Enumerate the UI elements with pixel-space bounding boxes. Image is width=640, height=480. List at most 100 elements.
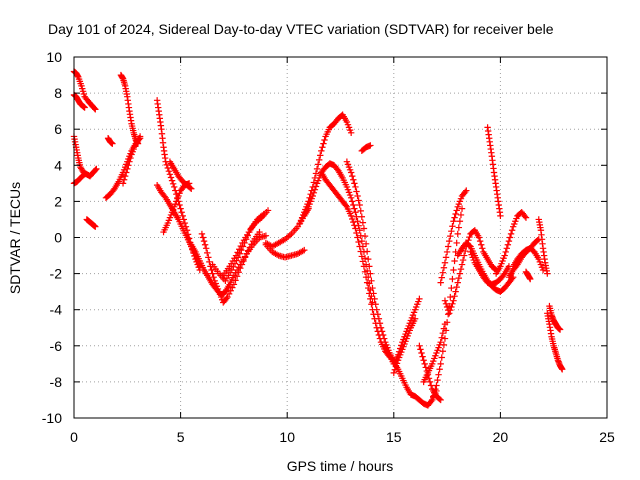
data-point [503,245,510,252]
data-point [559,366,566,373]
data-point [357,207,364,215]
data-point [521,213,529,220]
data-point [436,395,443,403]
data-point [505,237,513,245]
data-series-12 [166,158,195,192]
data-point [127,154,134,162]
data-point [437,396,444,404]
data-point [169,180,177,188]
data-series-29 [416,342,444,404]
data-point [456,218,464,225]
data-point [441,297,449,304]
data-point [507,230,515,238]
data-point [358,213,366,220]
x-tick-label: 0 [70,429,78,445]
data-point [233,273,241,280]
y-tick-label: 8 [54,85,62,101]
data-point [240,257,247,265]
data-series-37 [509,245,547,274]
data-series-33 [467,248,513,288]
data-point [366,263,373,270]
data-point [437,360,444,368]
data-point [369,284,376,292]
data-point [475,234,483,241]
data-point [527,275,534,283]
data-point [235,269,242,276]
data-point [357,248,364,255]
data-point [347,129,355,137]
data-point [534,237,541,244]
data-point [442,300,450,308]
data-point [449,275,456,283]
data-point [419,353,426,360]
data-series-27 [420,320,449,386]
data-point [185,180,193,187]
data-point [370,290,377,297]
y-tick-label: -6 [50,338,63,354]
data-point [179,212,186,220]
data-point [358,237,366,245]
y-tick-label: -4 [50,302,63,318]
data-point [367,142,374,149]
data-point [168,177,176,184]
data-point [450,218,457,225]
data-point [362,274,370,281]
x-tick-label: 20 [493,429,509,445]
data-point [453,283,460,291]
data-point [363,248,371,255]
data-point [466,233,473,241]
y-tick-label: -8 [50,374,63,390]
data-point [319,144,326,151]
data-point [376,320,384,327]
data-point [459,256,467,264]
data-point [349,215,356,223]
data-point [188,185,195,192]
data-point [314,161,322,168]
data-point [456,270,464,277]
data-point [177,205,184,212]
data-point [444,243,452,250]
data-series-24 [358,142,374,155]
data-point [354,192,361,200]
data-point [361,232,369,240]
data-point [417,346,424,353]
data-point [91,105,98,112]
data-point [363,279,371,286]
y-tick-label: 6 [54,121,62,137]
data-point [350,201,357,209]
data-point [434,376,441,384]
data-point [321,136,328,144]
y-tick-label: -2 [50,266,63,282]
data-point [441,259,449,266]
data-series-40 [544,310,566,373]
data-point [427,382,435,389]
data-point [447,293,454,301]
data-point [237,264,244,272]
data-point [437,279,444,286]
data-point [166,171,174,178]
data-point [440,341,448,349]
data-point [375,315,383,322]
x-tick-label: 25 [599,429,615,445]
data-point [416,295,423,303]
data-point [362,240,370,248]
data-point [355,238,362,246]
x-tick-label: 10 [279,429,295,445]
data-series-13 [160,180,193,236]
data-series-5 [83,216,99,230]
y-axis-label: SDTVAR / TECUs [7,182,23,294]
data-point [416,342,423,349]
data-point [171,183,178,191]
data-point [355,197,362,204]
data-point [350,218,357,226]
data-series-2 [70,91,88,111]
data-point [353,188,360,195]
data-point [354,218,361,225]
data-point [81,171,88,178]
data-point [350,176,357,183]
data-point [458,261,466,268]
data-point [427,398,435,405]
data-point [449,300,456,308]
data-point [359,258,367,265]
